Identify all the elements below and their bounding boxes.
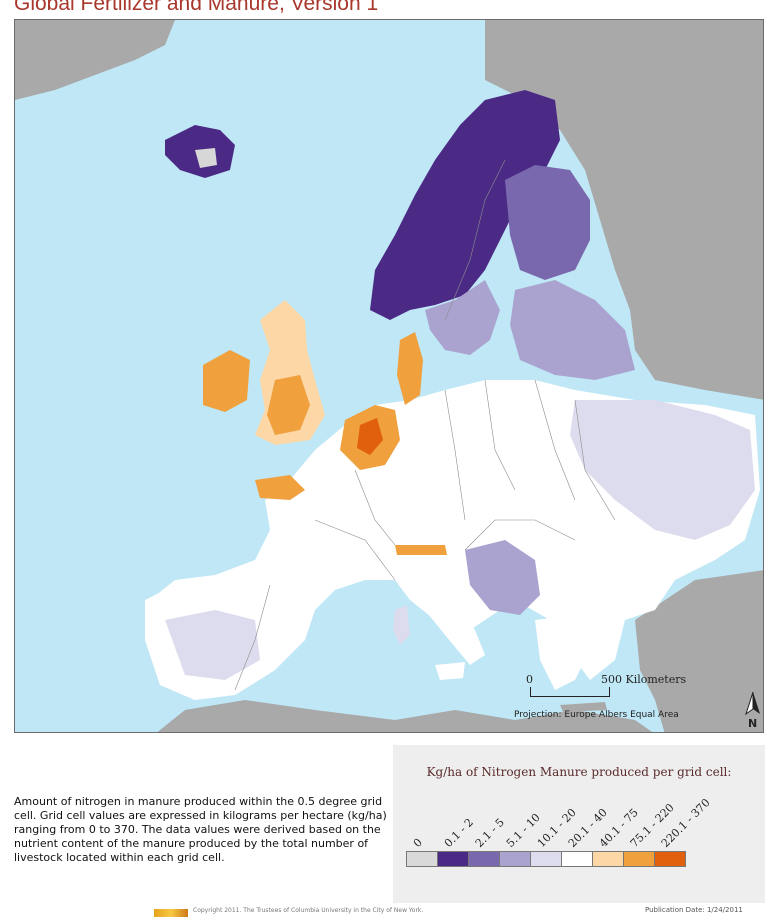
legend-class-label: 2.1 - 5 (472, 815, 507, 850)
greenland-land (15, 20, 175, 100)
turkey-land (635, 570, 763, 732)
brittany (255, 475, 305, 500)
legend-class-label: 0 (410, 835, 425, 850)
italy (410, 570, 485, 665)
north-arrow-icon (745, 691, 760, 716)
scale-max-label: 500 Kilometers (601, 673, 687, 686)
europe-map (15, 20, 763, 732)
crete (560, 702, 607, 712)
eastern-europe (570, 400, 755, 540)
map-title: Global Fertilizer and Manure, Version 1 (14, 0, 379, 15)
greece (535, 615, 590, 690)
legend-swatch (437, 851, 469, 867)
sardinia (393, 605, 410, 645)
legend-class-label: 5.1 - 10 (503, 810, 543, 850)
scale-zero-label: 0 (526, 673, 533, 686)
iberia-lavender (165, 610, 260, 680)
england-orange (267, 375, 310, 435)
alps-band (395, 545, 447, 555)
legend-swatch (592, 851, 624, 867)
publication-date: Publication Date: 1/24/2011 (645, 906, 743, 914)
scale-bar (530, 687, 610, 697)
sweden-south (425, 280, 500, 355)
legend-swatch (499, 851, 531, 867)
map-frame[interactable] (14, 19, 764, 733)
legend: Kg/ha of Nitrogen Manure produced per gr… (393, 745, 765, 903)
baltic-russia (510, 280, 635, 380)
legend-swatch (654, 851, 686, 867)
ireland (203, 350, 250, 412)
legend-swatch (561, 851, 593, 867)
borders (234, 159, 616, 691)
north-label: N (748, 717, 758, 730)
denmark (397, 332, 423, 405)
scandinavia (370, 90, 560, 320)
north-africa-land (157, 700, 653, 732)
ciesin-logo-icon (154, 909, 188, 917)
legend-swatch (530, 851, 562, 867)
iceland-gray (195, 148, 217, 168)
finland (505, 165, 590, 280)
legend-swatch (406, 851, 438, 867)
legend-swatch (468, 851, 500, 867)
cyprus (705, 665, 727, 678)
legend-swatch (623, 851, 655, 867)
copyright-text: Copyright 2011. The Trustees of Columbia… (193, 907, 424, 914)
legend-class-label: 0.1 - 2 (441, 815, 476, 850)
netherlands-hot (357, 418, 383, 455)
legend-labels: 0 0.1 - 2 2.1 - 5 5.1 - 10 10.1 - 20 20.1 - 4… (393, 745, 765, 903)
balkans (465, 540, 540, 615)
sicily (435, 662, 465, 680)
map-description: Amount of nitrogen in manure produced wi… (14, 795, 387, 864)
legend-swatches (406, 851, 686, 867)
projection-note: Projection: Europe Albers Equal Area (514, 710, 679, 720)
legend-title: Kg/ha of Nitrogen Manure produced per gr… (426, 765, 732, 779)
scale-bar-group: 0 500 Kilometers (514, 673, 694, 703)
